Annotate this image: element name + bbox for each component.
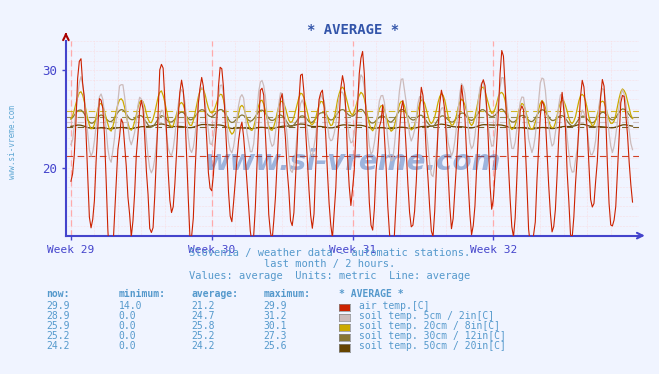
Text: last month / 2 hours.: last month / 2 hours.	[264, 260, 395, 269]
Text: 24.2: 24.2	[191, 341, 215, 351]
Text: www.si-vreme.com: www.si-vreme.com	[204, 148, 501, 176]
Text: 28.9: 28.9	[46, 311, 70, 321]
Text: average:: average:	[191, 289, 238, 299]
Text: maximum:: maximum:	[264, 289, 310, 299]
Title: * AVERAGE *: * AVERAGE *	[306, 23, 399, 37]
Text: minimum:: minimum:	[119, 289, 165, 299]
Text: www.si-vreme.com: www.si-vreme.com	[8, 105, 17, 179]
Text: 0.0: 0.0	[119, 311, 136, 321]
Text: 25.8: 25.8	[191, 321, 215, 331]
Text: soil temp. 50cm / 20in[C]: soil temp. 50cm / 20in[C]	[359, 341, 506, 351]
Text: 25.2: 25.2	[46, 331, 70, 341]
Text: 29.9: 29.9	[264, 301, 287, 310]
Text: 0.0: 0.0	[119, 341, 136, 351]
Text: 27.3: 27.3	[264, 331, 287, 341]
Text: air temp.[C]: air temp.[C]	[359, 301, 430, 310]
Text: now:: now:	[46, 289, 70, 299]
Text: 25.2: 25.2	[191, 331, 215, 341]
Text: soil temp. 5cm / 2in[C]: soil temp. 5cm / 2in[C]	[359, 311, 494, 321]
Text: 24.2: 24.2	[46, 341, 70, 351]
Text: 0.0: 0.0	[119, 331, 136, 341]
Text: 31.2: 31.2	[264, 311, 287, 321]
Text: 14.0: 14.0	[119, 301, 142, 310]
Text: 21.2: 21.2	[191, 301, 215, 310]
Text: soil temp. 20cm / 8in[C]: soil temp. 20cm / 8in[C]	[359, 321, 500, 331]
Text: 25.9: 25.9	[46, 321, 70, 331]
Text: Slovenia / weather data - automatic stations.: Slovenia / weather data - automatic stat…	[189, 248, 470, 258]
Text: 29.9: 29.9	[46, 301, 70, 310]
Text: * AVERAGE *: * AVERAGE *	[339, 289, 404, 299]
Text: Values: average  Units: metric  Line: average: Values: average Units: metric Line: aver…	[189, 271, 470, 280]
Text: 0.0: 0.0	[119, 321, 136, 331]
Text: soil temp. 30cm / 12in[C]: soil temp. 30cm / 12in[C]	[359, 331, 506, 341]
Text: 25.6: 25.6	[264, 341, 287, 351]
Text: 30.1: 30.1	[264, 321, 287, 331]
Text: 24.7: 24.7	[191, 311, 215, 321]
